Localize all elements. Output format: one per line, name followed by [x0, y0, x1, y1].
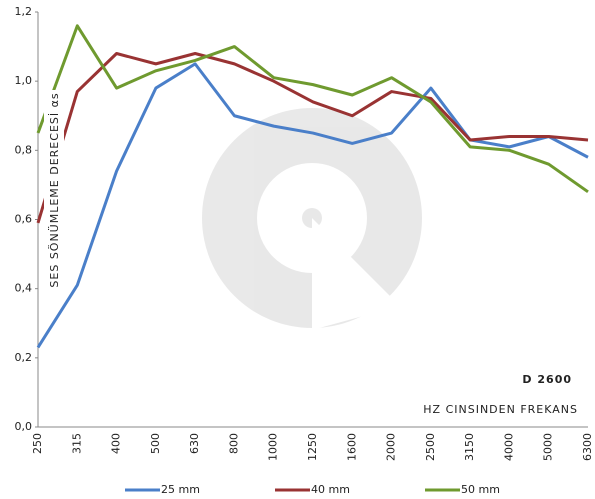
- x-tick-label: 400: [110, 433, 123, 454]
- y-tick-label: 0,6: [15, 213, 33, 226]
- y-tick-label: 0,4: [15, 282, 33, 295]
- legend-label: 50 mm: [461, 483, 500, 496]
- x-tick-label: 1250: [306, 433, 319, 461]
- series-line: [36, 62, 589, 349]
- y-tick-label: 1,2: [15, 5, 33, 18]
- x-tick-label: 4000: [502, 433, 515, 461]
- x-tick-label: 2500: [424, 433, 437, 461]
- y-axis-title: SES SÖNÜMLEME DERECESİ αs: [48, 92, 61, 287]
- x-tick-label: 1600: [345, 433, 358, 461]
- x-tick-label: 250: [31, 433, 44, 454]
- watermark: [202, 108, 422, 330]
- y-tick-label: 1,0: [15, 74, 33, 87]
- x-axis-title: HZ CINSINDEN FREKANS: [423, 403, 578, 416]
- x-tick-label: 500: [149, 433, 162, 454]
- x-tick-label: 6300: [581, 433, 594, 461]
- y-tick-label: 0,0: [15, 420, 33, 433]
- x-tick-label: 800: [227, 433, 240, 454]
- x-tick-label: 3150: [463, 433, 476, 461]
- series-line: [36, 24, 589, 194]
- legend-label: 25 mm: [161, 483, 200, 496]
- y-tick-label: 0,8: [15, 143, 33, 156]
- x-tick-label: 5000: [542, 433, 555, 461]
- x-tick-label: 315: [70, 433, 83, 454]
- x-tick-label: 2000: [385, 433, 398, 461]
- x-tick-label: 1000: [267, 433, 280, 461]
- x-tick-label: 630: [188, 433, 201, 454]
- series-line: [36, 52, 589, 224]
- y-tick-label: 0,2: [15, 351, 33, 364]
- legend-label: 40 mm: [311, 483, 350, 496]
- model-label: D 2600: [522, 373, 572, 386]
- ylabel-bg: [44, 90, 64, 290]
